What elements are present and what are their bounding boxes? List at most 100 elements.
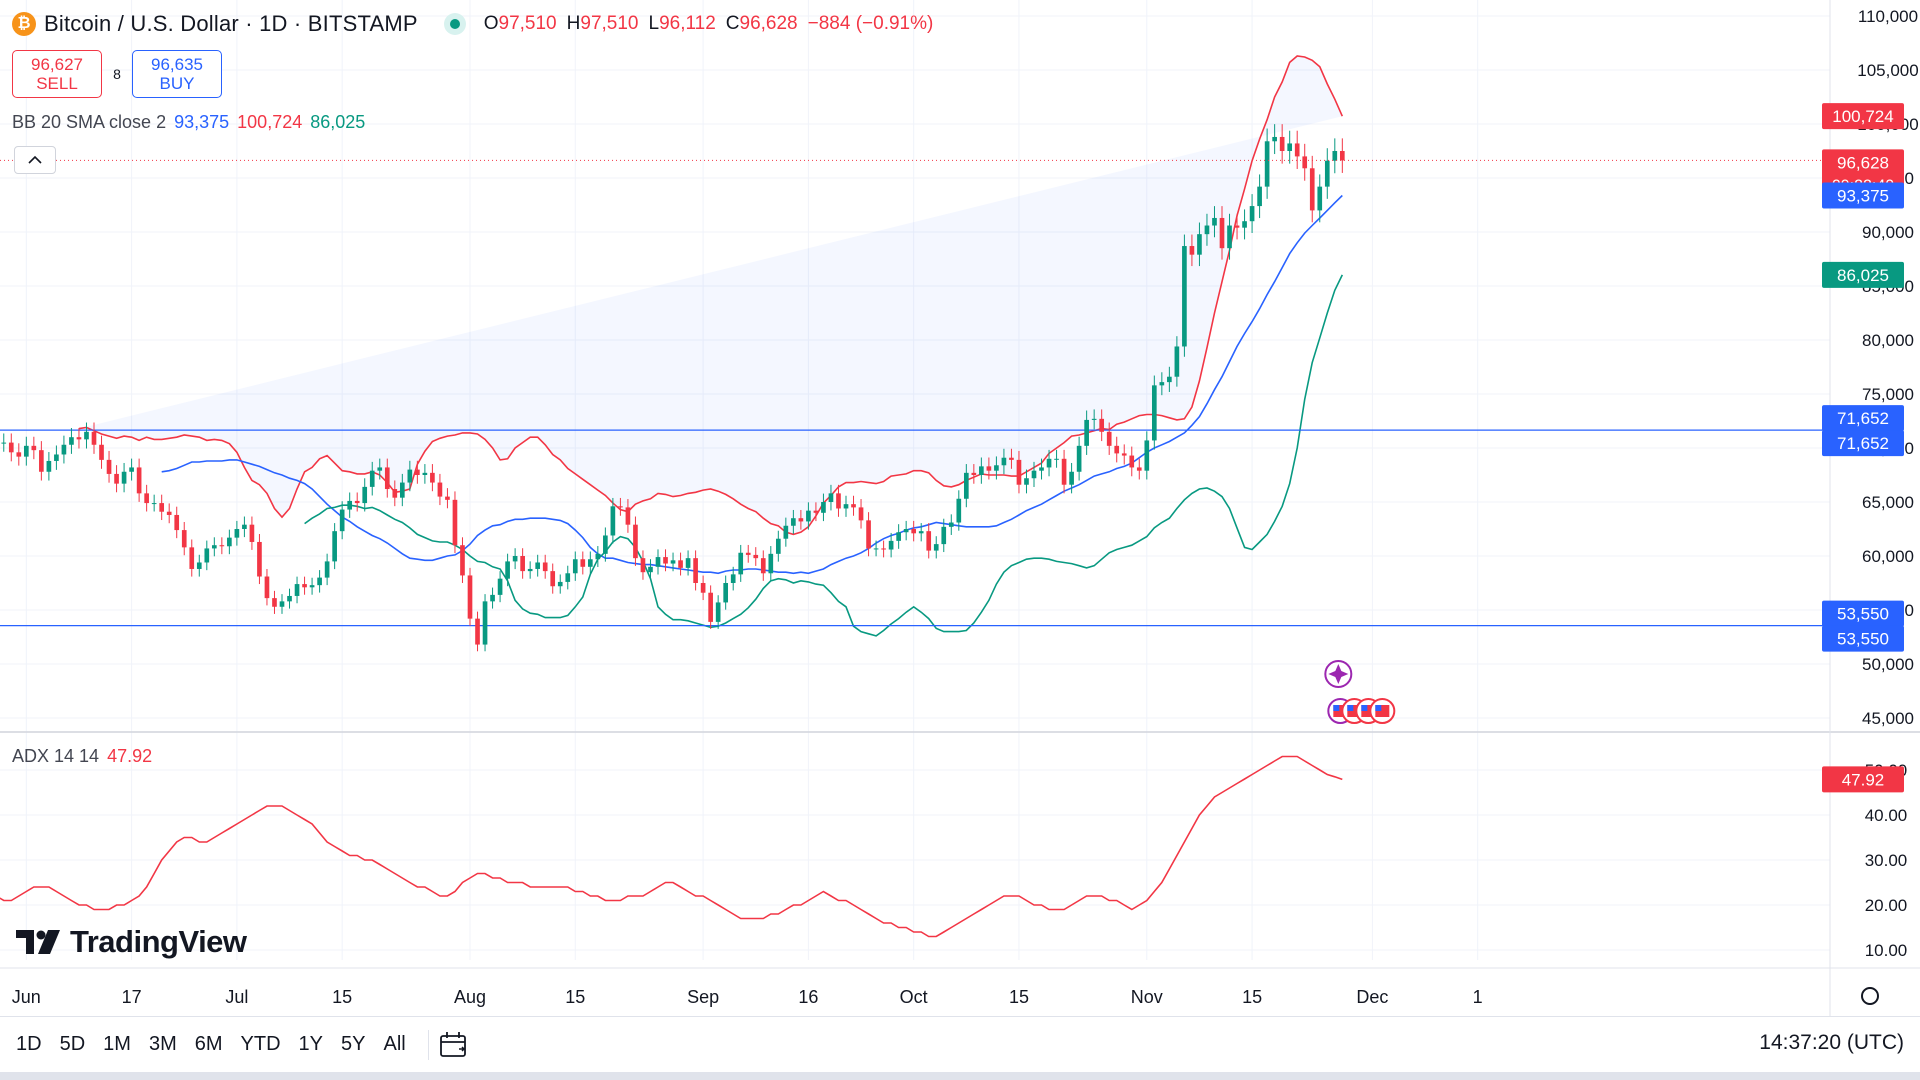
low-key: L — [648, 13, 660, 34]
bb-indicator-legend[interactable]: BB 20 SMA close 2 93,375 100,724 86,025 — [12, 112, 365, 133]
candle-body — [520, 556, 525, 572]
tradingview-logo-text: TradingView — [70, 924, 247, 959]
adx-tick-label: 30.00 — [1865, 851, 1908, 870]
candle-body — [31, 445, 37, 451]
candle-body — [1091, 418, 1097, 420]
time-tick-label: Jul — [225, 987, 248, 1007]
time-tick-label: 15 — [1009, 987, 1029, 1007]
symbol-title[interactable]: Bitcoin / U.S. Dollar · 1D · BITSTAMP — [44, 11, 418, 36]
candle-body — [61, 444, 67, 455]
bollinger-band-fill — [79, 56, 1343, 535]
candle-body — [527, 568, 533, 572]
candle-body — [1114, 445, 1120, 454]
candle-body — [294, 584, 300, 596]
candle-body — [23, 445, 29, 457]
candle-body — [242, 524, 247, 529]
range-6m[interactable]: 6M — [194, 1033, 223, 1055]
adx-pane — [0, 755, 1343, 938]
candle-body — [196, 562, 202, 569]
chart-canvas[interactable]: 110,000105,000100,00095,00090,00085,0008… — [0, 0, 1920, 1016]
candle-body — [121, 471, 127, 484]
candle-body — [963, 472, 969, 499]
range-1m[interactable]: 1M — [103, 1033, 131, 1055]
candle-body — [1227, 225, 1232, 249]
candle-body — [272, 598, 277, 607]
candle-body — [1182, 246, 1187, 347]
collapse-legend-button[interactable] — [14, 146, 56, 174]
adx-line — [0, 755, 1343, 938]
candle-body — [1234, 225, 1240, 228]
candle-body — [384, 467, 390, 490]
sell-button[interactable]: 96,627 SELL — [12, 50, 102, 98]
candle-body — [505, 561, 510, 579]
candle-body — [911, 529, 917, 534]
chart-grid — [0, 0, 1830, 960]
calendar-range-icon[interactable] — [439, 1030, 469, 1060]
candle-body — [1129, 455, 1135, 468]
candle-body — [257, 541, 262, 577]
price-tick-label: 110,000 — [1858, 7, 1918, 26]
candle-body — [948, 522, 954, 527]
utc-clock[interactable]: 14:37:20 (UTC) — [1759, 1031, 1904, 1054]
candle-body — [700, 583, 706, 593]
settings-gear-icon[interactable] — [1861, 987, 1879, 1005]
bb-upper-line — [78, 55, 1344, 536]
candle-body — [994, 465, 999, 471]
candle-body — [730, 574, 736, 583]
range-3m[interactable]: 3M — [148, 1033, 177, 1055]
candle-body — [422, 472, 428, 475]
candle-body — [91, 431, 97, 445]
range-1d[interactable]: 1D — [16, 1033, 42, 1055]
range-1y[interactable]: 1Y — [298, 1033, 324, 1055]
candle-body — [595, 553, 601, 560]
range-5d[interactable]: 5D — [59, 1033, 86, 1055]
range-ytd[interactable]: YTD — [240, 1033, 281, 1055]
candle-body — [896, 532, 901, 541]
candle-body — [1151, 385, 1157, 441]
horizontal-lines — [0, 429, 1830, 627]
candle-body — [979, 466, 984, 475]
candle-body — [685, 558, 691, 568]
candle-body — [324, 561, 330, 578]
candle-body — [715, 602, 721, 622]
close-value: 96,628 — [739, 13, 798, 34]
candle-body — [1294, 143, 1300, 157]
candle-body — [219, 545, 225, 547]
candle-body — [806, 510, 811, 522]
us-flag-canton — [1375, 705, 1382, 711]
candle-body — [204, 548, 210, 563]
candle-body — [76, 437, 82, 440]
time-tick-label: Aug — [454, 987, 486, 1007]
time-tick-label: Dec — [1356, 987, 1388, 1007]
range-5y[interactable]: 5Y — [341, 1033, 366, 1055]
candle-body — [625, 507, 631, 525]
time-tick-label: Sep — [687, 987, 719, 1007]
candle-body — [1249, 206, 1255, 222]
range-all[interactable]: All — [383, 1033, 406, 1055]
price-badge-text-hline-2: 53,550 — [1837, 630, 1889, 649]
adx-badge — [1822, 766, 1904, 793]
time-tick-label: 16 — [798, 987, 818, 1007]
time-tick-label: Oct — [900, 987, 928, 1007]
price-badge-text-last-price: 96,628 — [1837, 153, 1889, 172]
candle-body — [1339, 151, 1345, 161]
adx-indicator-legend[interactable]: ADX 14 14 47.92 — [12, 746, 152, 767]
candle-body — [8, 442, 14, 453]
buy-button[interactable]: 96,635 BUY — [132, 50, 222, 98]
candle-body — [1317, 186, 1323, 211]
price-badge-hline — [1822, 405, 1904, 432]
candle-body — [1106, 431, 1112, 446]
tradingview-logo[interactable]: TradingView — [16, 924, 247, 960]
market-status-icon[interactable] — [443, 13, 466, 35]
bb-basis-value: 93,375 — [174, 112, 230, 132]
candle-body — [708, 592, 713, 622]
candle-body — [670, 560, 676, 564]
candle-body — [475, 618, 480, 645]
candle-body — [347, 500, 353, 510]
candle-body — [663, 557, 668, 564]
candle-body — [339, 509, 345, 532]
candle-body — [1279, 136, 1285, 151]
adx-value: 47.92 — [107, 746, 153, 766]
time-tick-label: Jun — [12, 987, 41, 1007]
candle-body — [1054, 458, 1059, 460]
